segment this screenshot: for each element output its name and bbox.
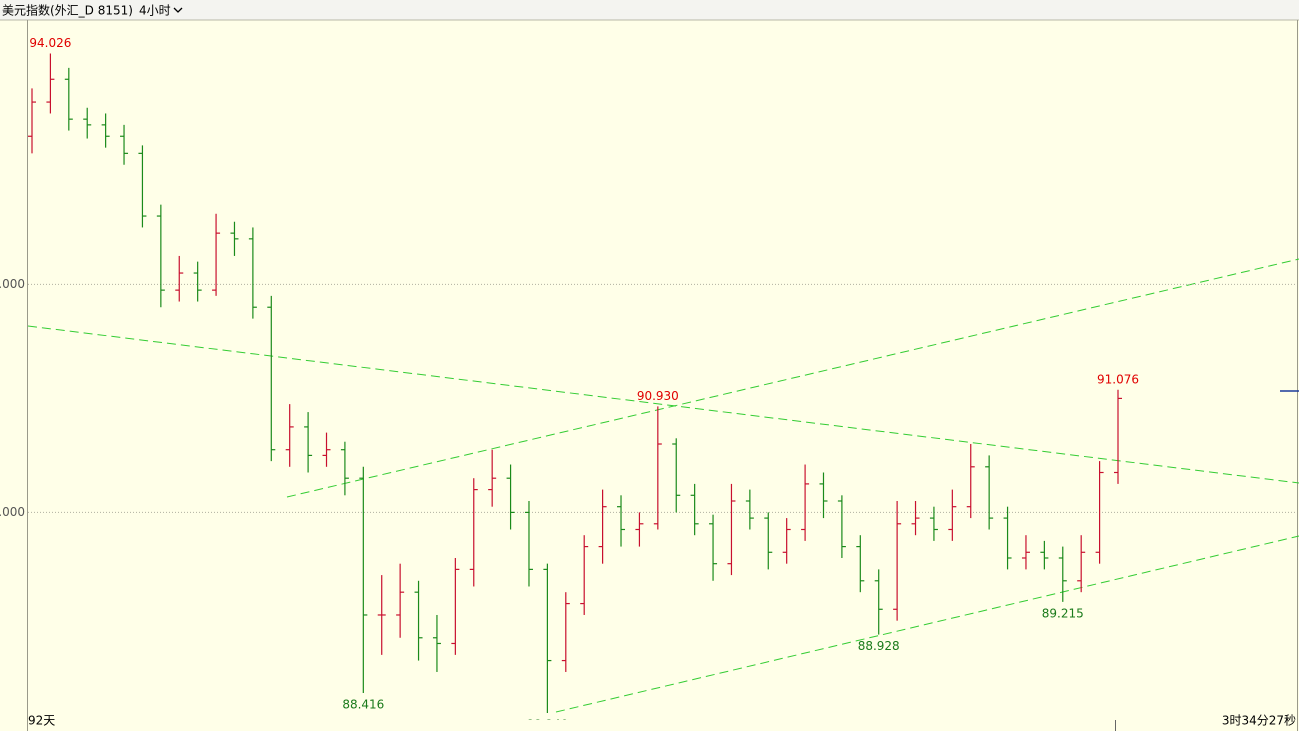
footer-left: 92天: [28, 714, 55, 728]
price-bars: 94.026 88.416 88.240 90.930 88.928 89.215 91.0…: [28, 36, 1139, 731]
high-annotation: 90.930: [637, 389, 679, 403]
trendline: [555, 535, 1299, 713]
high-annotation: 94.026: [29, 36, 71, 50]
y-tick-label: 90.000: [0, 505, 25, 519]
dropdown-chevron[interactable]: [173, 7, 183, 13]
high-annotation: 91.076: [1097, 372, 1139, 386]
footer-right: 3时34分27秒: [1222, 714, 1296, 728]
trendlines: [27, 258, 1299, 713]
header-bar: [0, 0, 1299, 20]
trendline: [27, 325, 1299, 484]
low-annotation: 88.928: [858, 639, 900, 653]
low-annotation: 88.240: [526, 718, 568, 731]
low-annotation: 89.215: [1042, 606, 1084, 620]
low-annotation: 88.416: [342, 697, 384, 711]
chart-title: 美元指数(外汇_D 8151): [2, 3, 133, 18]
period-label[interactable]: 4小时: [139, 4, 171, 18]
y-tick-label: 92.000: [0, 277, 25, 291]
trendline: [286, 258, 1299, 498]
period-selector[interactable]: 4小时: [139, 4, 183, 18]
